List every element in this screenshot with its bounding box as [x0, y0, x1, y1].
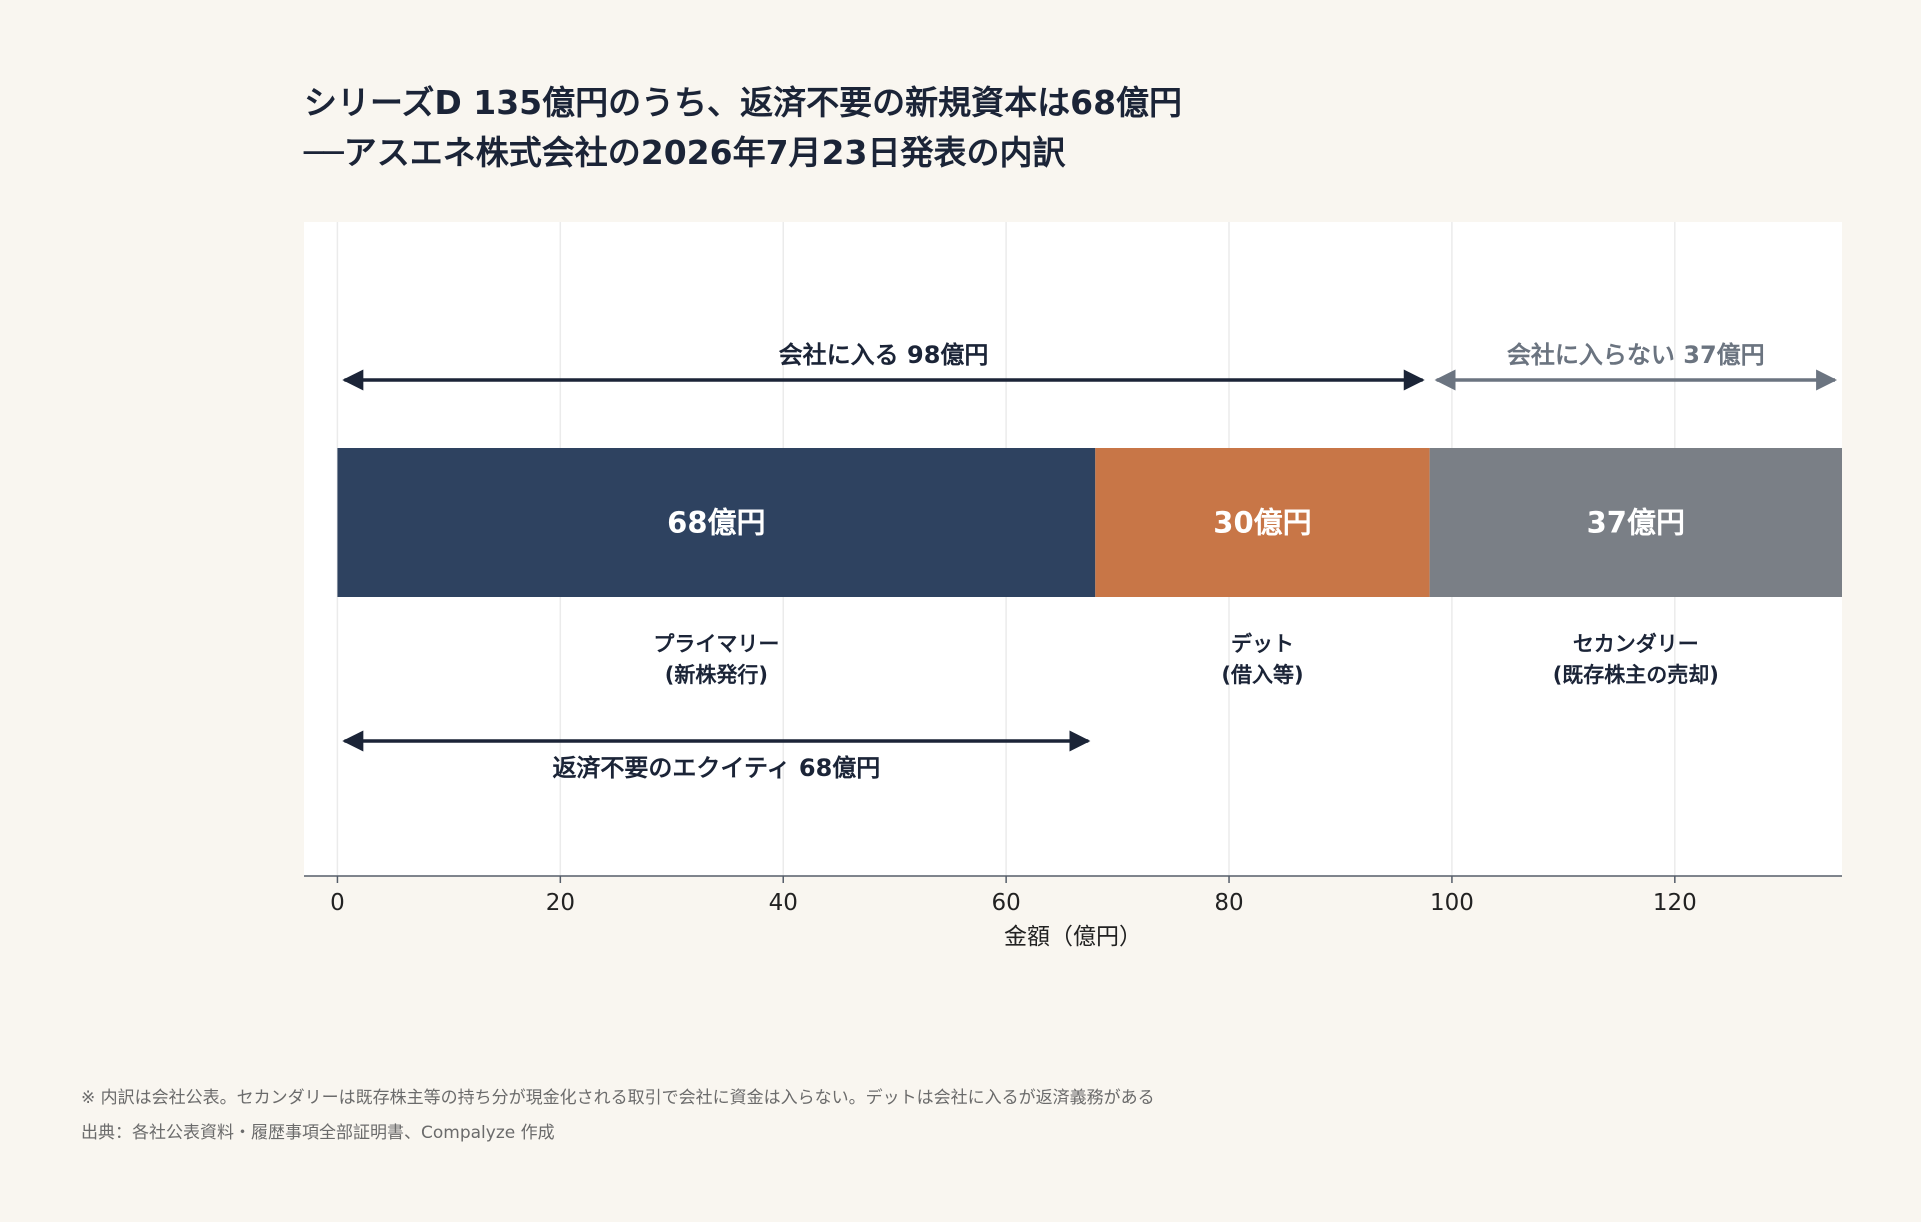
bar-segment-1 — [1095, 448, 1430, 597]
x-tick-label-80: 80 — [1214, 890, 1243, 916]
x-tick-label-120: 120 — [1653, 890, 1697, 916]
chart-title-line1: シリーズD 135億円のうち、返済不要の新規資本は68億円 — [304, 83, 1183, 122]
x-tick-label-60: 60 — [991, 890, 1020, 916]
bar-segment-2 — [1429, 448, 1842, 597]
annotation-label-1: 会社に入らない 37億円 — [1507, 341, 1765, 369]
x-tick-label-100: 100 — [1430, 890, 1474, 916]
annotation-label-0: 会社に入る 98億円 — [779, 341, 989, 369]
chart-title-line2: ──アスエネ株式会社の2026年7月23日発表の内訳 — [304, 133, 1066, 172]
x-tick-label-20: 20 — [546, 890, 575, 916]
x-axis-title: 金額（億円） — [1004, 924, 1142, 950]
x-tick-label-0: 0 — [330, 890, 345, 916]
segment-name-0: プライマリー — [653, 632, 779, 656]
chart-title: シリーズD 135億円のうち、返済不要の新規資本は68億円 ──アスエネ株式会社… — [304, 78, 1182, 178]
x-axis: 0 20 40 60 80 100 120 金額（億円） — [304, 875, 1842, 950]
segment-subname-0: (新株発行) — [665, 663, 768, 687]
segment-subname-1: (借入等) — [1221, 663, 1303, 687]
bar-value-label-2: 37億円 — [1587, 506, 1685, 540]
bar-segment-0 — [337, 448, 1096, 597]
bar-value-label-0: 68億円 — [667, 506, 765, 540]
x-tick-label-40: 40 — [769, 890, 798, 916]
segment-subname-2: (既存株主の売却) — [1553, 663, 1719, 687]
bar-value-label-1: 30億円 — [1213, 506, 1311, 540]
source-note: 出典：各社公表資料・履歴事項全部証明書、Compalyze 作成 — [81, 1123, 555, 1143]
footnote: ※ 内訳は会社公表。セカンダリーは既存株主等の持ち分が現金化される取引で会社に資… — [81, 1088, 1155, 1108]
segment-name-2: セカンダリー — [1573, 632, 1699, 656]
segment-name-1: デット — [1231, 632, 1294, 656]
annotation-label-2: 返済不要のエクイティ 68億円 — [552, 754, 880, 782]
